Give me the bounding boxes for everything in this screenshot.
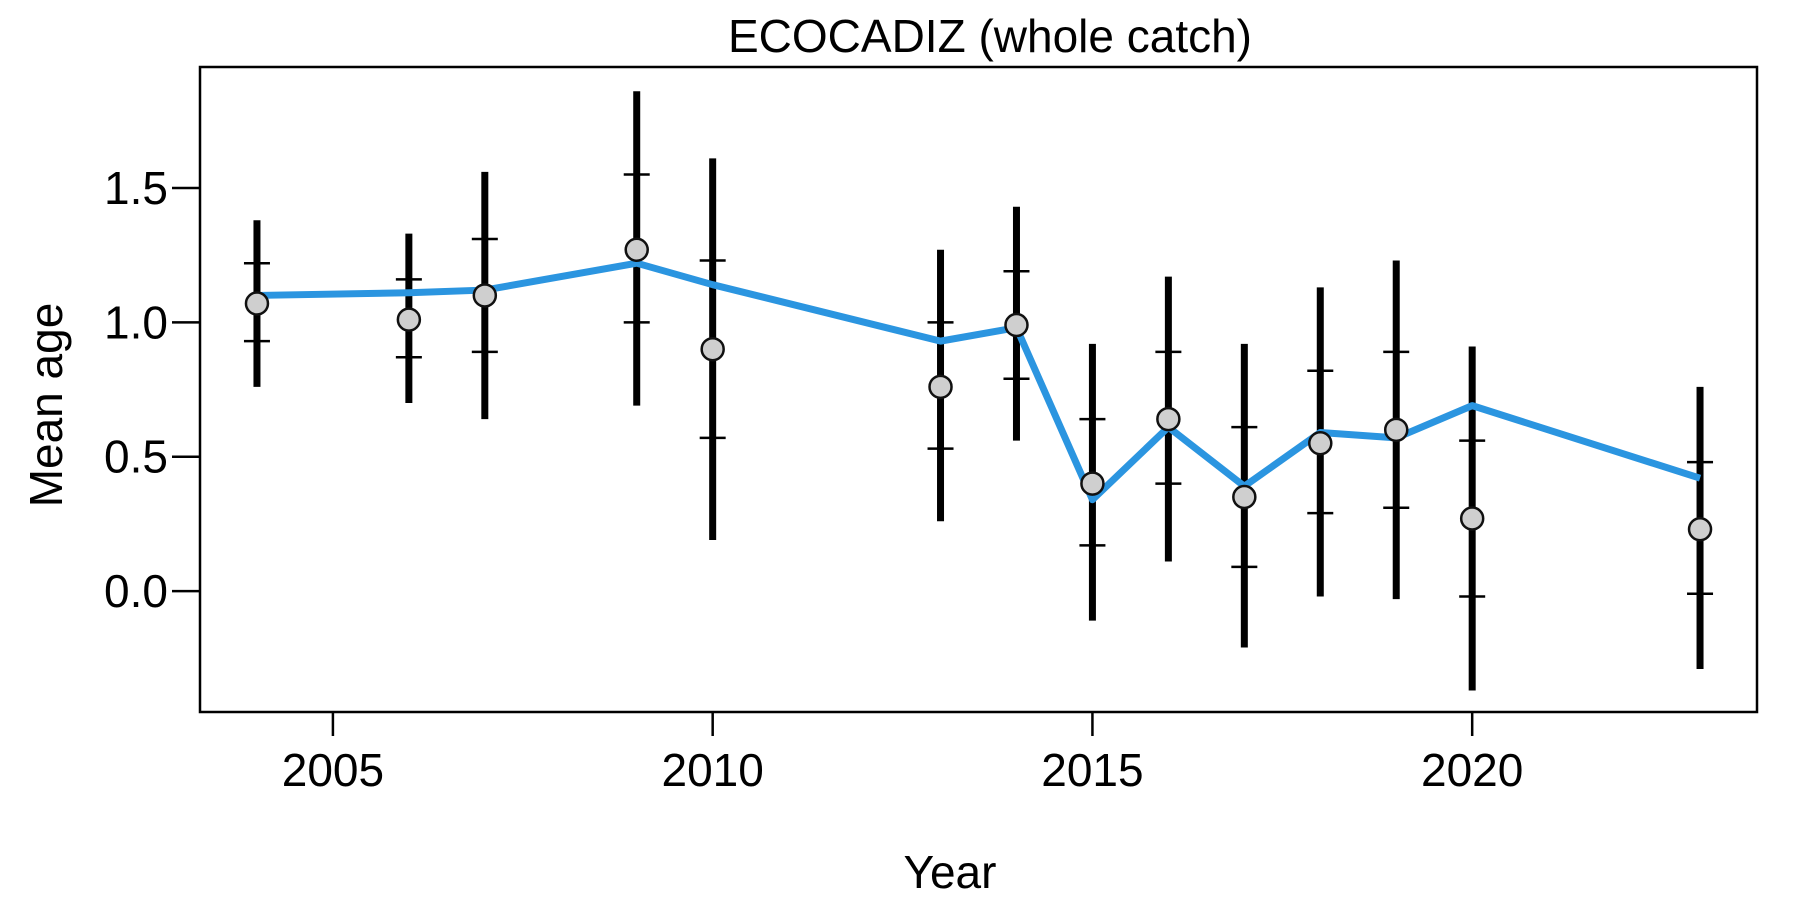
x-axis: 2005 2010 2015 2020 <box>282 712 1523 796</box>
y-tick-label: 0.5 <box>104 431 168 483</box>
observed-point <box>1080 471 1105 496</box>
y-tick-label: 1.5 <box>104 162 168 214</box>
x-axis-label: Year <box>904 846 997 898</box>
chart-title: ECOCADIZ (whole catch) <box>728 10 1252 62</box>
y-tick-label: 0.0 <box>104 565 168 617</box>
observed-point <box>1383 417 1409 443</box>
x-tick-label: 2015 <box>1041 744 1143 796</box>
observed-point <box>1308 431 1333 456</box>
observed-point <box>624 237 649 262</box>
x-tick-label: 2020 <box>1421 744 1523 796</box>
y-axis: 0.0 0.5 1.0 1.5 <box>104 162 200 617</box>
expected-line <box>256 259 1702 504</box>
observed-point <box>1004 312 1029 338</box>
plot-frame <box>198 65 1759 714</box>
expected-line-group <box>256 259 1702 504</box>
observed-point <box>1232 484 1257 510</box>
observed-point <box>1459 506 1485 531</box>
y-tick-label: 1.0 <box>104 296 168 348</box>
observed-point <box>700 336 725 362</box>
y-axis-label: Mean age <box>20 303 72 508</box>
observed-point <box>472 283 498 308</box>
observed-point <box>1687 517 1713 542</box>
observed-points <box>244 237 1713 542</box>
x-tick-label: 2010 <box>661 744 763 796</box>
observed-point <box>244 291 270 316</box>
x-tick-label: 2005 <box>282 744 384 796</box>
observed-point <box>928 374 953 400</box>
observed-point <box>396 307 422 332</box>
error-bars <box>243 91 1714 691</box>
observed-point <box>1156 406 1181 432</box>
